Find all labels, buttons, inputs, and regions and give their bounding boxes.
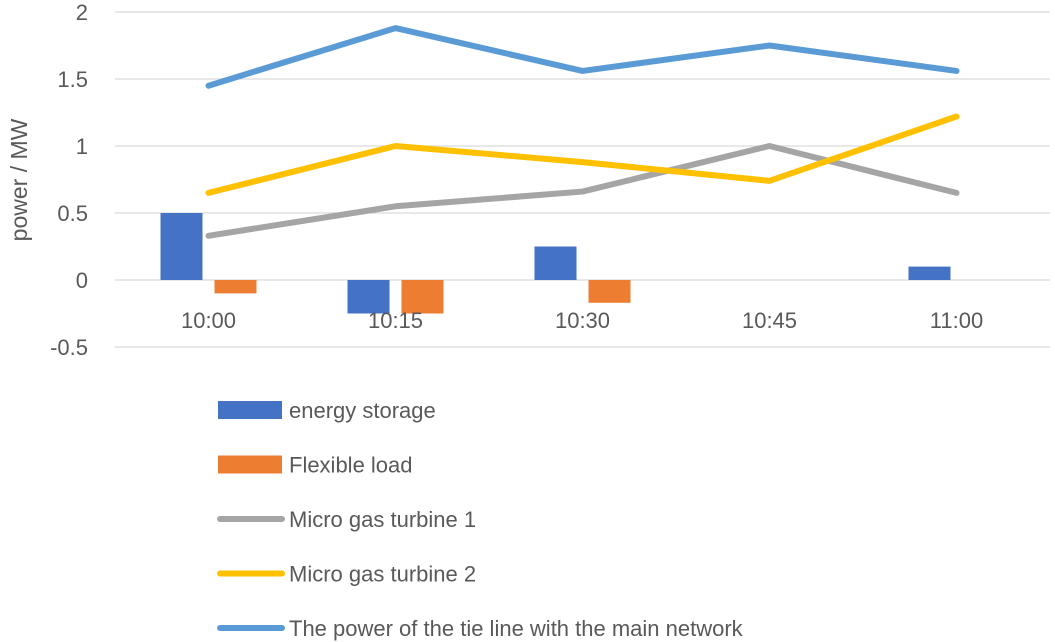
gridlines	[115, 11, 1050, 348]
legend-label: The power of the tie line with the main …	[289, 616, 744, 641]
y-tick-label: 1	[76, 134, 88, 159]
legend: energy storage Flexible load Micro gas tur…	[217, 398, 744, 641]
bar-flexible-load	[214, 280, 257, 294]
bar-energy-storage	[347, 280, 390, 314]
bar-energy-storage	[908, 266, 951, 280]
legend-entry: The power of the tie line with the main …	[217, 616, 744, 641]
legend-label: Flexible load	[289, 453, 413, 478]
bar-flexible-load	[401, 280, 444, 314]
bar-energy-storage	[534, 246, 577, 280]
bar-flexible-load	[588, 280, 631, 303]
legend-entry: Micro gas turbine 1	[217, 507, 476, 532]
y-tick-label: 1.5	[57, 67, 88, 92]
x-tick-label: 10:00	[181, 308, 236, 333]
legend-swatch	[218, 455, 282, 474]
y-tick-label: 2	[76, 0, 88, 25]
legend-label: Micro gas turbine 2	[289, 562, 476, 587]
x-tick-label: 10:45	[742, 308, 797, 333]
legend-swatch	[218, 401, 282, 419]
line-micro-gas-turbine-2	[205, 113, 960, 196]
y-axis-title: power / MW	[6, 118, 32, 241]
x-tick-label: 11:00	[930, 308, 983, 333]
legend-label: Micro gas turbine 1	[289, 507, 476, 532]
bar-series	[160, 213, 951, 314]
y-tick-label: -0.5	[50, 335, 88, 360]
x-axis-ticks: 10:00 10:15 10:30 10:45 11:00	[181, 308, 983, 333]
line-series	[205, 25, 960, 239]
x-tick-label: 10:30	[555, 308, 610, 333]
legend-entry: Micro gas turbine 2	[217, 562, 476, 587]
y-tick-label: 0	[76, 268, 88, 293]
line-the-power-of-the-tie-line-with-the-main-network	[205, 25, 960, 89]
x-tick-label: 10:15	[368, 308, 423, 333]
legend-entry: energy storage	[218, 398, 436, 423]
bar-energy-storage	[160, 213, 203, 280]
legend-entry: Flexible load	[218, 453, 413, 478]
y-tick-label: 0.5	[57, 201, 88, 226]
legend-label: energy storage	[289, 398, 436, 423]
y-axis-ticks: -0.5 0 0.5 1 1.5 2	[50, 0, 88, 360]
